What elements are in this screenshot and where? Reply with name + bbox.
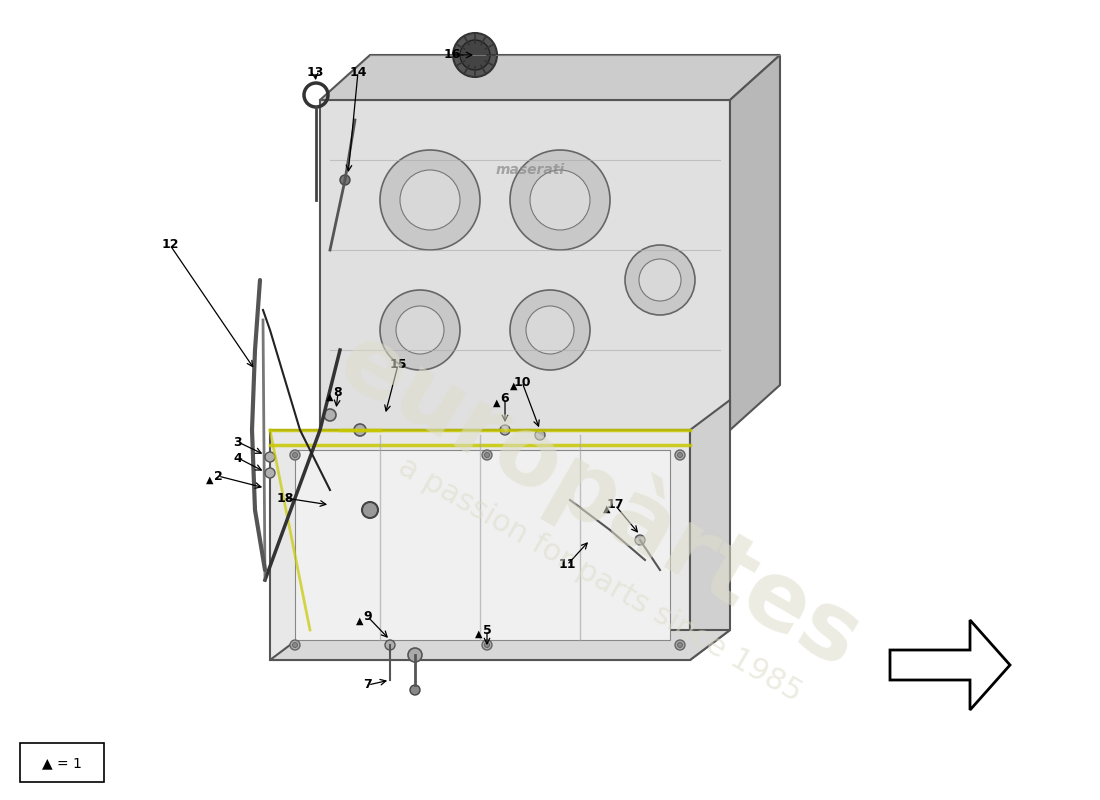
Text: 9: 9	[364, 610, 372, 623]
Text: 17: 17	[606, 498, 624, 511]
Polygon shape	[270, 430, 690, 660]
Circle shape	[293, 642, 297, 647]
Circle shape	[510, 290, 590, 370]
Circle shape	[675, 450, 685, 460]
Circle shape	[484, 453, 490, 458]
Circle shape	[678, 642, 682, 647]
Text: 6: 6	[500, 391, 509, 405]
Circle shape	[675, 640, 685, 650]
Circle shape	[526, 306, 574, 354]
Text: 14: 14	[350, 66, 366, 78]
Circle shape	[340, 175, 350, 185]
Text: ▲: ▲	[356, 616, 364, 626]
Text: 16: 16	[443, 49, 461, 62]
Circle shape	[500, 425, 510, 435]
Circle shape	[625, 245, 695, 315]
Text: 10: 10	[514, 375, 530, 389]
Circle shape	[293, 453, 297, 458]
Text: a passion for parts since 1985: a passion for parts since 1985	[393, 452, 807, 708]
Text: ▲: ▲	[603, 504, 611, 514]
Circle shape	[639, 259, 681, 301]
Circle shape	[290, 640, 300, 650]
Text: 5: 5	[483, 623, 492, 637]
Circle shape	[635, 535, 645, 545]
Circle shape	[379, 290, 460, 370]
Text: maserati: maserati	[495, 163, 564, 177]
Text: ▲: ▲	[510, 381, 518, 391]
Text: ▲: ▲	[327, 392, 333, 402]
Circle shape	[530, 170, 590, 230]
Text: ▲ = 1: ▲ = 1	[42, 756, 81, 770]
Circle shape	[379, 150, 480, 250]
Circle shape	[265, 452, 275, 462]
Text: 12: 12	[162, 238, 178, 251]
Text: 3: 3	[233, 435, 242, 449]
Text: ▲: ▲	[207, 475, 213, 485]
Text: 7: 7	[364, 678, 373, 691]
Circle shape	[482, 450, 492, 460]
Circle shape	[482, 640, 492, 650]
Polygon shape	[295, 450, 670, 640]
Circle shape	[484, 642, 490, 647]
Circle shape	[408, 648, 422, 662]
Text: 18: 18	[276, 491, 294, 505]
Circle shape	[510, 150, 610, 250]
Polygon shape	[690, 400, 730, 660]
Circle shape	[678, 453, 682, 458]
Polygon shape	[270, 630, 730, 660]
Circle shape	[362, 502, 378, 518]
Circle shape	[290, 450, 300, 460]
Circle shape	[460, 40, 490, 70]
Circle shape	[453, 33, 497, 77]
FancyBboxPatch shape	[20, 743, 104, 782]
Circle shape	[400, 170, 460, 230]
Polygon shape	[730, 55, 780, 430]
Polygon shape	[890, 620, 1010, 710]
Circle shape	[354, 424, 366, 436]
Text: 15: 15	[389, 358, 407, 371]
Text: 13: 13	[306, 66, 323, 78]
Text: 8: 8	[333, 386, 342, 399]
Circle shape	[324, 409, 336, 421]
Circle shape	[410, 685, 420, 695]
Text: europàrtes: europàrtes	[322, 312, 878, 688]
Text: 11: 11	[558, 558, 575, 571]
Circle shape	[396, 306, 444, 354]
Polygon shape	[320, 55, 780, 100]
Text: ▲: ▲	[493, 398, 500, 408]
Circle shape	[535, 430, 544, 440]
Text: 2: 2	[213, 470, 222, 482]
Circle shape	[265, 468, 275, 478]
Polygon shape	[320, 100, 730, 430]
Text: ▲: ▲	[475, 629, 483, 639]
Circle shape	[385, 640, 395, 650]
Text: 4: 4	[233, 451, 242, 465]
